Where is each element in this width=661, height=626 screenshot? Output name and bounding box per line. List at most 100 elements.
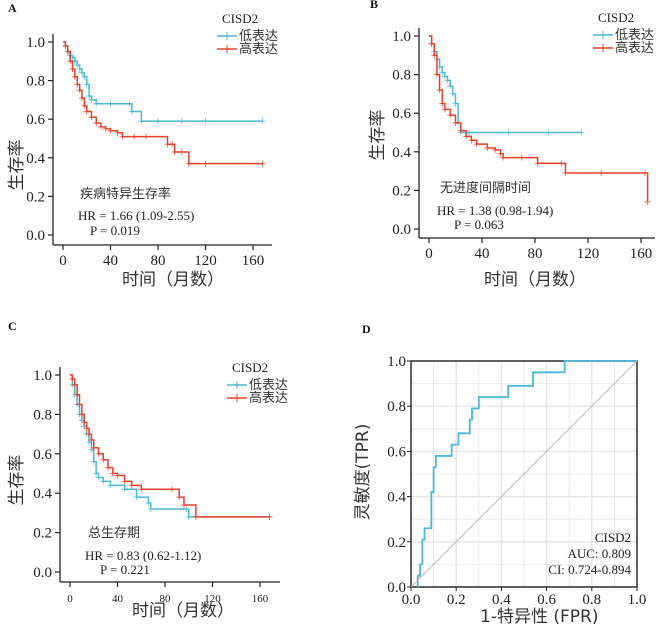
censor-mark [109,470,116,477]
censor-mark [534,160,541,167]
censor-mark [500,154,507,161]
y-axis-title: 灵敏度(TPR) [353,424,373,521]
y-axis-title: 生存率 [368,110,388,161]
censor-mark [76,87,83,94]
y-tick-label: 0.2 [387,535,406,551]
censor-mark [505,129,512,136]
endpoint-title: 总生存期 [88,526,140,541]
censor-mark [497,150,504,157]
censor-mark [74,391,81,398]
km-curve-high [429,35,649,202]
censor-mark [83,425,90,432]
y-tick-label: 1.0 [392,29,411,45]
censor-mark [439,69,446,76]
censor-mark [128,482,135,489]
censor-mark [171,149,178,156]
ci-value: CI: 0.724-0.894 [548,562,631,577]
y-tick-label: 0.4 [33,486,52,502]
censor-mark [114,129,121,136]
x-tick-label: 120 [194,253,217,269]
censor-mark [562,170,569,177]
p-value: P = 0.063 [454,217,504,232]
censor-mark [431,52,438,59]
censor-mark [71,381,78,388]
censor-mark [121,486,128,493]
censor-mark [88,96,95,103]
endpoint-title: 疾病特异生存率 [80,186,171,202]
censor-mark [441,106,448,113]
y-tick-label: 0.2 [33,526,52,542]
x-tick-label: 0.2 [447,592,466,608]
censor-mark [90,444,97,451]
censor-mark [143,133,150,140]
censor-mark [74,81,81,88]
p-value: P = 0.019 [90,223,140,238]
x-tick-label: 0.0 [402,592,421,608]
plot-frame [410,360,638,588]
km-panel-A: A 0.0 0.2 0.4 0.6 0.8 1.0 0 40 80 120 160 时间（月数） 生存率 C… [7,1,278,290]
x-tick-label: 0 [59,253,67,269]
km-curve-low [63,41,263,122]
hazard-ratio: HR = 1.66 (1.09-2.55) [78,208,194,223]
x-tick-label: 0.8 [582,592,601,608]
endpoint-title: 无进度间隔时间 [440,180,531,196]
y-tick-label: 0.0 [33,565,52,581]
censor-mark [452,100,459,107]
censor-mark [95,474,102,481]
censor-mark [138,486,145,493]
censor-mark [145,500,152,507]
legend-label: 低表达 [249,378,288,393]
x-tick-label: 0.6 [537,592,556,608]
censor-mark [133,494,140,501]
censor-mark [67,58,74,65]
y-tick-label: 0.8 [387,399,406,415]
y-tick-label: 1.0 [26,35,45,51]
censor-mark [90,458,97,465]
x-tick-label: 0.4 [492,592,511,608]
censor-mark [102,125,109,132]
censor-mark [436,87,443,94]
x-tick-label: 40 [475,246,490,262]
km-curve-low [70,374,270,518]
censor-mark [93,100,100,107]
legend-title: CISD2 [232,360,268,375]
y-tick-label: 0.6 [26,112,45,128]
km-panel-C: C 0.0 0.2 0.4 0.6 0.8 1.0 0 40 80 120 160 时间（月数） 生存率 C… [7,319,288,621]
y-tick-label: 0.0 [387,580,406,596]
censor-mark [169,141,176,148]
censor-mark [178,118,185,125]
censor-mark [484,144,491,151]
censor-mark [107,127,114,134]
censor-mark [433,71,440,78]
censor-mark [79,69,85,76]
km-curve-high [63,41,263,165]
censor-mark [119,133,126,140]
censor-mark [558,160,565,167]
censor-mark [93,470,100,477]
censor-mark [178,149,185,156]
censor-mark [88,437,95,444]
censor-mark [155,118,161,125]
legend-label: 低表达 [239,29,278,44]
roc-curve [416,360,637,587]
censor-mark [105,464,111,471]
x-tick-label: 160 [630,246,653,262]
legend-title: CISD2 [598,10,634,25]
censor-mark [86,93,93,100]
censor-mark [259,118,266,125]
roc-panel: D 0.0 0.2 0.4 0.6 0.8 1.0 0.0 0.2 0.4 0.6 0.8 1.0 1-特… [353,322,646,626]
censor-mark [644,198,651,205]
censor-mark [93,120,100,127]
censor-mark [441,73,448,80]
censor-mark [181,502,187,509]
censor-mark [518,154,525,161]
censor-mark [598,170,605,177]
reference-diagonal [410,360,638,588]
censor-mark [447,112,454,119]
y-tick-label: 0.0 [392,222,411,238]
censor-mark [107,482,114,489]
censor-mark [126,100,133,107]
x-tick-label: 120 [204,593,221,605]
censor-mark [81,73,88,80]
censor-mark [98,123,104,130]
